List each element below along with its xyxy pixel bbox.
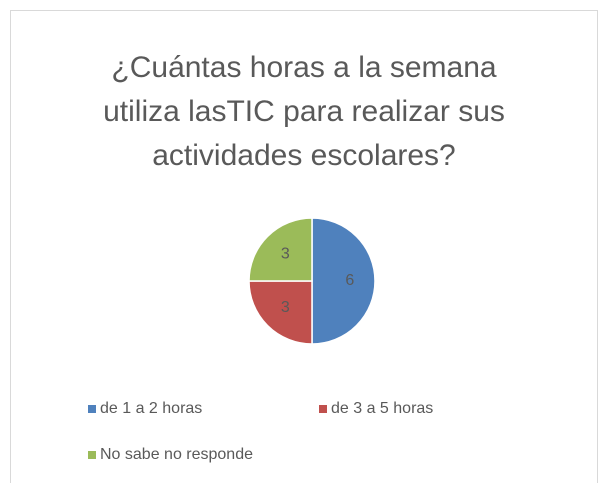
pie-slice <box>311 217 376 345</box>
chart-title: ¿Cuántas horas a la semana utiliza lasTI… <box>103 51 505 172</box>
legend-swatch <box>88 405 96 413</box>
data-label: 3 <box>281 299 290 316</box>
legend-swatch <box>319 405 327 413</box>
legend-label: No sabe no responde <box>100 446 253 463</box>
pie-slice <box>248 280 313 345</box>
legend-swatch <box>88 451 96 459</box>
data-label: 3 <box>281 245 290 262</box>
data-label: 6 <box>345 272 354 289</box>
legend-label: de 3 a 5 horas <box>331 400 433 417</box>
legend-label: de 1 a 2 horas <box>100 400 202 417</box>
pie-slice <box>248 217 313 282</box>
